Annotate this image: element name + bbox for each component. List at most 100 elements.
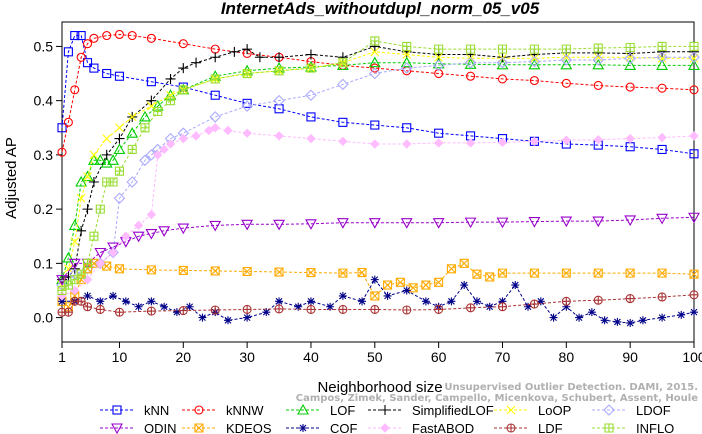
data-point-odin (560, 216, 573, 228)
data-point-fastabod (191, 131, 201, 141)
data-point-kdeos (370, 291, 380, 301)
data-point-knn (89, 63, 99, 73)
data-point-kdeos (114, 264, 125, 274)
data-point-ldf (178, 306, 188, 316)
data-point-cof (306, 297, 315, 306)
data-point-simplifiedlof (165, 73, 176, 84)
data-point-ldof (688, 51, 700, 64)
data-point-odin (656, 213, 669, 225)
data-point-simplifiedlof (305, 49, 316, 60)
series-inflo (57, 36, 699, 296)
data-point-knnw (657, 83, 667, 93)
data-point-inflo (242, 68, 252, 79)
legend-label: LOF (330, 403, 355, 418)
data-point-cof (160, 302, 169, 311)
series-line-loop (61, 51, 694, 286)
series-line-odin (61, 216, 695, 280)
legend-label: INFLO (636, 421, 674, 434)
data-point-ldf (434, 304, 444, 314)
data-point-ldf (689, 290, 699, 300)
data-point-lof (496, 58, 509, 70)
data-point-kdeos (242, 266, 252, 277)
data-point-knn (657, 144, 667, 155)
data-point-inflo (95, 204, 105, 214)
data-point-knn (306, 112, 316, 122)
data-point-lof (81, 170, 94, 182)
data-point-inflo (178, 85, 188, 95)
data-point-fastabod (223, 125, 233, 136)
series-ldof (56, 51, 700, 291)
data-point-kdeos (434, 277, 444, 287)
legend-label: FastABOD (412, 421, 474, 434)
data-point-fastabod (561, 135, 572, 145)
watermark-line-2: Campos, Zimek, Sander, Campello, Micenko… (296, 393, 698, 404)
data-point-fastabod (95, 258, 106, 269)
data-point-loop (89, 150, 99, 160)
data-point-simplifiedlof (274, 52, 285, 63)
y-tick-label: 0.1 (34, 255, 54, 271)
data-point-lof (688, 59, 700, 70)
data-point-fastabod (159, 144, 169, 155)
legend-item-lof: LOF (286, 403, 355, 418)
data-point-odin (177, 223, 190, 235)
data-point-fastabod (274, 131, 284, 141)
data-point-simplifiedlof (76, 225, 87, 236)
legend-swatch-marker (506, 405, 516, 415)
data-point-lof (139, 110, 151, 122)
data-point-kdeos (395, 277, 405, 287)
data-point-lof (592, 58, 605, 70)
data-point-cof (626, 319, 635, 328)
data-point-fastabod (165, 139, 176, 149)
data-point-ldf (402, 305, 412, 315)
data-point-ldof (209, 111, 221, 123)
legend-label: LDF (538, 421, 563, 434)
data-point-odin (132, 231, 145, 243)
data-point-cof (638, 316, 647, 325)
data-point-inflo (434, 44, 444, 54)
x-tick-label: 1 (58, 349, 66, 365)
data-point-inflo (114, 166, 125, 176)
data-point-knnw (625, 82, 635, 92)
data-point-fastabod (689, 131, 699, 141)
data-point-cof (498, 297, 507, 306)
data-point-ldof (528, 55, 541, 68)
x-tick-label: 70 (495, 349, 511, 365)
data-point-odin (273, 219, 285, 231)
data-point-fastabod (657, 132, 667, 143)
data-point-inflo (140, 123, 150, 133)
x-tick-label: 10 (112, 349, 128, 365)
data-point-knnw (370, 63, 380, 73)
data-point-lof (560, 58, 573, 70)
legend-swatch-marker (111, 423, 123, 434)
data-point-cof (83, 291, 92, 300)
legend-label: kNNW (226, 403, 264, 418)
data-point-loop (530, 53, 539, 63)
data-point-ldof (139, 154, 151, 167)
data-point-ldf (625, 294, 635, 304)
data-point-fastabod (178, 133, 189, 144)
data-point-ldf (210, 305, 220, 315)
data-point-knn (402, 123, 412, 133)
data-point-fastabod (204, 125, 214, 136)
data-point-cof (262, 308, 271, 317)
data-point-cof (134, 302, 143, 311)
data-point-ldf (306, 304, 316, 314)
data-point-ldf (561, 296, 571, 306)
data-point-inflo (57, 285, 67, 296)
data-point-kdeos (485, 272, 495, 282)
data-point-knn (689, 149, 699, 159)
data-point-odin (241, 219, 254, 231)
y-tick-label: 0.4 (34, 93, 54, 109)
data-point-kdeos (472, 269, 482, 279)
data-point-cof (198, 313, 207, 322)
data-point-cof (121, 297, 130, 306)
data-point-fastabod (625, 133, 635, 144)
data-point-fastabod (529, 136, 540, 147)
data-point-odin (158, 226, 171, 237)
data-point-knn (70, 31, 80, 41)
data-point-simplifiedlof (191, 57, 202, 68)
data-point-knnw (561, 78, 571, 88)
data-point-kdeos (529, 268, 539, 278)
data-point-fastabod (121, 231, 131, 241)
